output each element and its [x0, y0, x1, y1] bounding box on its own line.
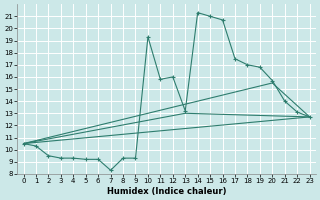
X-axis label: Humidex (Indice chaleur): Humidex (Indice chaleur): [107, 187, 226, 196]
